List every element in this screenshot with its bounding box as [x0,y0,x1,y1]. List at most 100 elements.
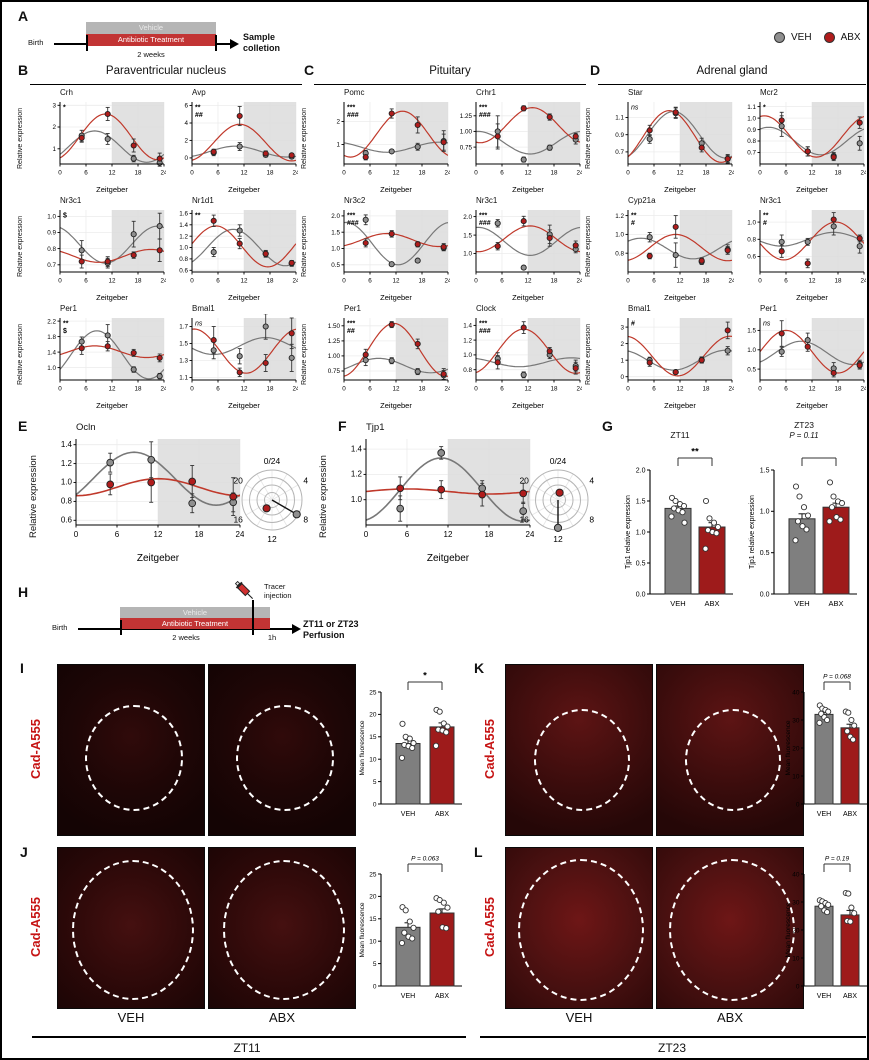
svg-text:0: 0 [796,801,800,808]
svg-text:24: 24 [728,385,734,392]
svg-text:24: 24 [444,385,450,392]
plot-cell-crhr1: Crhr1 0.75 1.00 1.25 0 6 12 18 24 Zeitgeber ***##… [454,88,582,194]
svg-text:0.6: 0.6 [747,254,756,261]
svg-text:Zeitgeber: Zeitgeber [228,401,260,410]
svg-text:0: 0 [373,983,377,990]
fluorescence-image-k-abx [656,664,804,836]
svg-text:*: * [63,105,66,112]
svg-text:Zeitgeber: Zeitgeber [228,185,260,194]
svg-text:2: 2 [184,138,188,145]
svg-text:6: 6 [500,385,504,392]
gene-title-nr3c1-adr: Nr3c1 [760,196,782,205]
stain-label-l: Cad-A555 [482,897,497,957]
svg-text:5: 5 [373,961,377,968]
footer-veh-left: VEH [117,1010,145,1025]
svg-text:1.0: 1.0 [747,347,756,354]
svg-text:6: 6 [652,277,656,284]
ylabel-c-row2: Relative expression [301,215,308,277]
svg-text:***: *** [347,213,355,220]
svg-text:18: 18 [834,169,842,176]
zt23-group-line [480,1036,866,1038]
svg-text:P = 0.063: P = 0.063 [411,856,439,863]
svg-text:24: 24 [160,277,166,284]
svg-text:0/24: 0/24 [264,456,281,466]
svg-text:1: 1 [52,146,56,153]
svg-text:0: 0 [58,169,62,176]
svg-text:0: 0 [58,277,62,284]
fluorescence-image-j-veh [57,847,205,1009]
svg-text:18: 18 [134,169,142,176]
svg-text:1.2: 1.2 [351,470,363,479]
svg-text:0: 0 [758,385,762,392]
timeline-h-endpoint: ZT11 or ZT23 Perfusion [303,619,359,640]
svg-text:24: 24 [160,385,166,392]
avp-line-chart: 024606121824Zeitgeber**## [184,102,298,194]
gene-title-clock-pit: Clock [476,304,497,313]
svg-text:24: 24 [860,169,866,176]
svg-text:0: 0 [342,277,346,284]
timeline-h-delay: 1h [267,633,277,642]
ocln-line-chart: 0.6 0.8 1.0 1.2 1.4 0 6 12 18 24 Zeitgeber [61,439,244,563]
svg-text:24: 24 [444,277,450,284]
svg-text:0.6: 0.6 [61,516,73,525]
svg-text:0: 0 [342,169,346,176]
svg-text:12: 12 [267,534,277,544]
svg-text:6: 6 [405,530,410,539]
svg-text:1.0: 1.0 [179,245,188,252]
svg-text:1.4: 1.4 [179,222,188,229]
svg-text:24: 24 [728,277,734,284]
svg-text:1.8: 1.8 [47,334,56,341]
plot-cell-nr3c1-pit: Nr3c1 1.0 1.5 2.0 0 6 12 18 24 Zeitgeber ***### [454,196,582,302]
panel-j-bar-chart: Mean fluorescence 0 5 10 15 20 25 VEH ABX P = 0.0… [359,856,462,1000]
svg-text:24: 24 [576,385,582,392]
svg-text:24: 24 [444,169,450,176]
ylabel-b-row2: Relative expression [17,215,24,277]
svg-text:1.0: 1.0 [463,352,472,359]
footer-zt11-label: ZT11 [233,1041,261,1055]
svg-text:1.1: 1.1 [179,375,188,382]
svg-text:18: 18 [550,169,558,176]
plot-cell-crh: Crh 12306121824Zeitgeber* [38,88,166,194]
timeline-a-antibiotic-bar: Antibiotic Treatment [86,34,216,46]
svg-text:*: * [423,671,427,682]
svg-text:P = 0.19: P = 0.19 [825,856,850,863]
svg-text:1.6: 1.6 [179,211,188,218]
gene-title-avp: Avp [192,88,206,97]
svg-text:2.2: 2.2 [47,318,56,325]
gene-title-bmal1-pvn: Bmal1 [192,304,215,313]
svg-text:12: 12 [392,385,400,392]
svg-text:6: 6 [500,169,504,176]
svg-text:4: 4 [589,476,594,486]
gene-title-per1-adr: Per1 [760,304,777,313]
svg-text:24: 24 [576,277,582,284]
svg-text:18: 18 [834,277,842,284]
svg-text:1.5: 1.5 [331,229,340,236]
svg-text:##: ## [195,112,203,119]
svg-text:10: 10 [792,773,800,780]
svg-text:0.8: 0.8 [61,497,73,506]
svg-text:1.4: 1.4 [61,440,73,449]
footer-abx-left: ABX [268,1010,295,1025]
mcr2-line-chart: 0.7 0.8 0.9 1.0 1.1 0 6 12 18 24 Zeitgeber * [747,102,866,194]
svg-text:0.9: 0.9 [47,230,56,237]
fluorescence-image-i-abx [208,664,356,836]
svg-text:Zeitgeber: Zeitgeber [512,293,544,302]
svg-text:Zeitgeber: Zeitgeber [427,553,470,563]
svg-text:12: 12 [524,277,532,284]
svg-text:Zeitgeber: Zeitgeber [228,293,260,302]
svg-text:0: 0 [626,277,630,284]
svg-text:12: 12 [240,169,248,176]
svg-text:0.75: 0.75 [328,368,341,375]
svg-text:24: 24 [160,169,166,176]
zt23-chart-pvalue: P = 0.11 [789,431,819,440]
svg-text:1.00: 1.00 [328,353,341,360]
svg-text:1.0: 1.0 [47,365,56,372]
svg-text:0.8: 0.8 [615,250,624,257]
svg-text:0.9: 0.9 [615,132,624,139]
svg-text:ABX: ABX [828,599,843,608]
svg-text:6: 6 [368,169,372,176]
panel-j-label: J [20,844,28,860]
svg-text:16: 16 [233,515,243,525]
svg-text:1.5: 1.5 [636,498,646,505]
svg-text:0.9: 0.9 [747,127,756,134]
